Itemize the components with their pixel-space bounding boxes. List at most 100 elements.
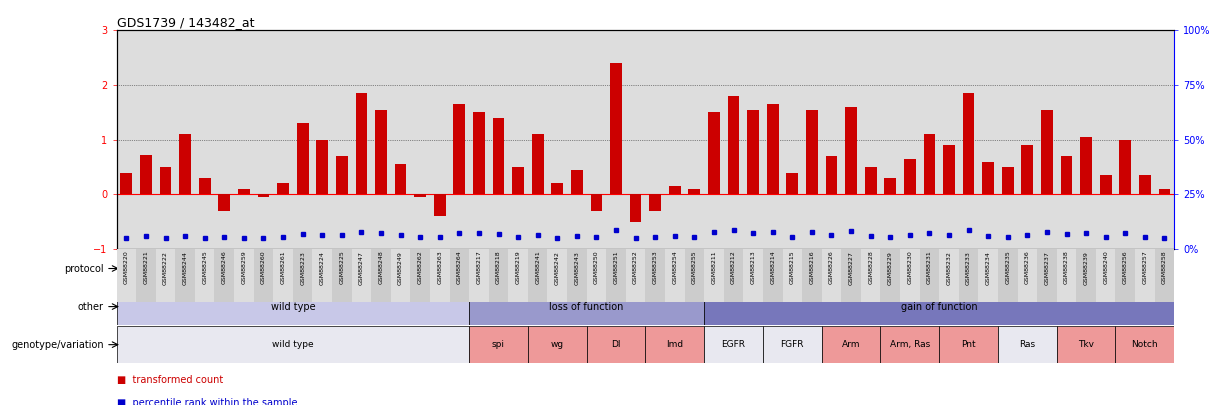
Bar	[747, 110, 760, 194]
Bar	[998, 249, 1017, 302]
Text: wg: wg	[551, 340, 564, 349]
Bar	[1040, 110, 1053, 194]
Text: GSM88213: GSM88213	[751, 251, 756, 284]
Bar	[1056, 249, 1076, 302]
Bar	[783, 249, 802, 302]
Bar	[861, 249, 881, 302]
Bar	[1115, 249, 1135, 302]
Text: GSM88233: GSM88233	[966, 251, 971, 285]
Bar	[195, 249, 215, 302]
Text: GSM88231: GSM88231	[926, 251, 933, 284]
Text: GSM88244: GSM88244	[183, 251, 188, 285]
Bar	[1155, 249, 1174, 302]
Text: wild type: wild type	[270, 302, 315, 311]
Bar	[474, 112, 485, 194]
Text: Arm: Arm	[842, 340, 860, 349]
Text: GSM88254: GSM88254	[672, 251, 677, 284]
Text: GSM88215: GSM88215	[790, 251, 795, 284]
Text: GSM88258: GSM88258	[1162, 251, 1167, 284]
Bar	[963, 93, 974, 194]
Bar	[724, 249, 744, 302]
Text: GSM88236: GSM88236	[1025, 251, 1029, 284]
Bar	[978, 249, 998, 302]
Bar	[1056, 326, 1115, 363]
Text: GSM88222: GSM88222	[163, 251, 168, 285]
Text: GSM88229: GSM88229	[887, 251, 893, 285]
Bar	[274, 249, 293, 302]
Bar	[1119, 140, 1131, 194]
Bar	[763, 249, 783, 302]
Bar	[390, 249, 410, 302]
Bar	[1099, 175, 1112, 194]
Bar	[372, 249, 390, 302]
Bar	[234, 249, 254, 302]
Bar	[610, 63, 622, 194]
Bar	[449, 249, 469, 302]
Bar	[179, 134, 191, 194]
Bar	[704, 249, 724, 302]
Bar	[1076, 249, 1096, 302]
Bar	[528, 326, 587, 363]
Bar	[901, 249, 919, 302]
Bar	[763, 326, 822, 363]
Bar	[669, 186, 681, 194]
Bar	[704, 288, 1174, 325]
Text: GSM88261: GSM88261	[281, 251, 286, 284]
Bar	[645, 249, 665, 302]
Bar	[1021, 145, 1033, 194]
Bar	[136, 249, 156, 302]
Text: GSM88247: GSM88247	[358, 251, 364, 285]
Text: loss of function: loss of function	[550, 302, 623, 311]
Text: GSM88211: GSM88211	[712, 251, 717, 284]
Bar	[567, 249, 587, 302]
Text: GFP positive: GFP positive	[703, 264, 764, 273]
Bar	[454, 104, 465, 194]
Bar	[218, 194, 231, 211]
Bar	[944, 145, 955, 194]
Bar	[939, 249, 958, 302]
Bar	[767, 104, 779, 194]
Bar	[802, 249, 822, 302]
Bar	[845, 107, 856, 194]
Text: Ras: Ras	[1020, 340, 1036, 349]
Text: GSM88241: GSM88241	[535, 251, 540, 284]
Bar	[685, 249, 704, 302]
Text: GSM88237: GSM88237	[1044, 251, 1049, 285]
Text: GSM88217: GSM88217	[476, 251, 481, 284]
Text: GSM88252: GSM88252	[633, 251, 638, 284]
Bar	[117, 249, 136, 302]
Bar	[120, 173, 133, 194]
Bar	[277, 183, 288, 194]
Bar	[958, 249, 978, 302]
Bar	[924, 134, 935, 194]
Bar	[587, 326, 645, 363]
Text: GSM88259: GSM88259	[242, 251, 247, 284]
Bar	[117, 288, 469, 325]
Bar	[1002, 167, 1014, 194]
Text: GSM88234: GSM88234	[985, 251, 990, 285]
Bar	[317, 140, 328, 194]
Text: Tkv: Tkv	[1079, 340, 1094, 349]
Text: GSM88224: GSM88224	[320, 251, 325, 285]
Text: GSM88230: GSM88230	[907, 251, 913, 284]
Bar	[629, 194, 642, 222]
Bar	[293, 250, 1174, 287]
Bar	[352, 249, 372, 302]
Text: GSM88242: GSM88242	[555, 251, 560, 285]
Bar	[512, 167, 524, 194]
Text: GSM88238: GSM88238	[1064, 251, 1069, 284]
Bar	[1017, 249, 1037, 302]
Text: GSM88260: GSM88260	[261, 251, 266, 284]
Text: Notch: Notch	[1131, 340, 1158, 349]
Text: GSM88264: GSM88264	[456, 251, 461, 284]
Text: GSM88245: GSM88245	[202, 251, 207, 284]
Text: GFP negative: GFP negative	[172, 264, 237, 273]
Text: GSM88226: GSM88226	[829, 251, 834, 284]
Bar	[215, 249, 234, 302]
Bar	[156, 249, 175, 302]
Bar	[983, 162, 994, 194]
Bar	[1139, 175, 1151, 194]
Bar	[160, 167, 172, 194]
Bar	[1115, 326, 1174, 363]
Bar	[606, 249, 626, 302]
